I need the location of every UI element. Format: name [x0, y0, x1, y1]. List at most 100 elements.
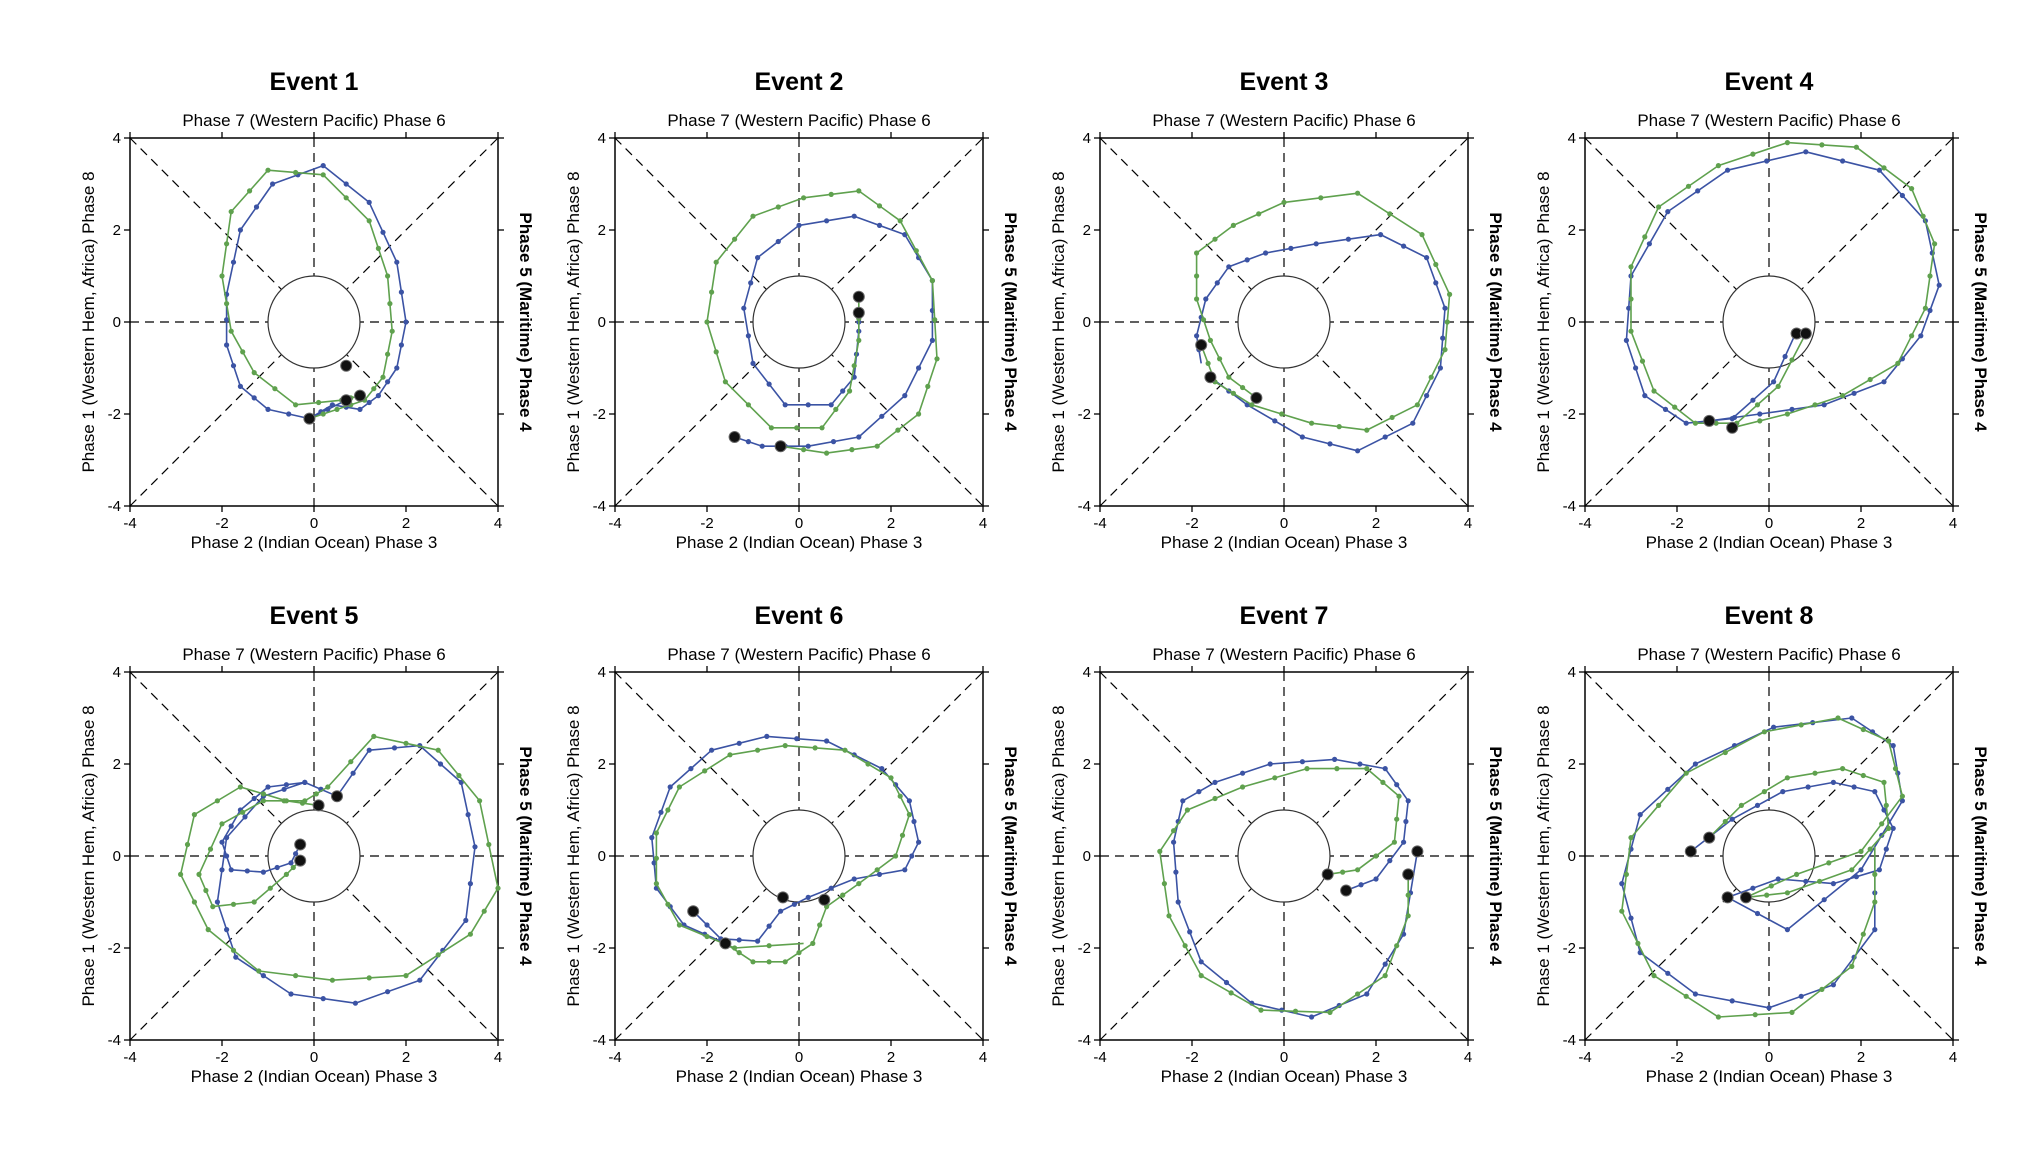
endpoint-marker [1703, 831, 1716, 844]
series-point [1860, 772, 1866, 779]
series-point [732, 945, 738, 951]
panel-title: Event 1 [270, 68, 359, 96]
series-point [1899, 798, 1905, 804]
series-point [389, 328, 395, 334]
x-tick-label: 2 [1372, 1049, 1380, 1066]
series-point [819, 425, 825, 431]
series-point [1695, 188, 1701, 194]
series-point [1355, 190, 1361, 196]
left-axis-label: Phase 1 (Western Hem, Africa) Phase 8 [1534, 705, 1553, 1006]
series-point [1414, 402, 1420, 408]
series-point [290, 864, 296, 871]
series-point [313, 791, 319, 797]
y-tick-label: -2 [1078, 406, 1091, 423]
series-point [1794, 871, 1800, 878]
series-point [1207, 337, 1213, 343]
x-tick-label: 2 [402, 515, 410, 532]
series-point [1722, 818, 1728, 825]
series-point [325, 784, 331, 790]
series-point [766, 959, 772, 965]
series-point [755, 747, 761, 753]
series-point [755, 938, 761, 944]
series-point [1872, 927, 1878, 933]
series-point [1442, 305, 1448, 311]
series-point [1173, 869, 1179, 875]
series-point [1166, 913, 1172, 919]
top-axis-label: Phase 7 (Western Pacific) Phase 6 [182, 645, 445, 664]
y-tick-label: 0 [113, 848, 121, 865]
series-point [371, 386, 377, 392]
series-point [676, 784, 683, 790]
top-axis-label: Phase 7 (Western Pacific) Phase 6 [667, 111, 930, 130]
series-point [394, 365, 400, 371]
series-point [688, 766, 694, 772]
series-point [486, 841, 492, 848]
x-tick-label: 2 [887, 1049, 895, 1066]
series-point [207, 846, 214, 852]
series-point [1784, 411, 1790, 417]
series-point [224, 241, 230, 247]
series-point [343, 195, 349, 201]
series-point [1256, 211, 1262, 217]
series-point [417, 977, 423, 983]
series-point [1373, 853, 1379, 859]
series-point [1895, 360, 1901, 366]
series-point [251, 795, 257, 802]
x-tick-label: 0 [795, 515, 803, 532]
series-point [1357, 761, 1363, 767]
series-point [366, 199, 372, 205]
series-point [1754, 910, 1761, 917]
series-point [1171, 828, 1177, 834]
series-point [1798, 993, 1804, 999]
top-axis-label: Phase 7 (Western Pacific) Phase 6 [1152, 645, 1415, 664]
series-point [828, 885, 834, 891]
endpoint-marker [852, 306, 865, 319]
series-point [1754, 802, 1761, 809]
series-point [766, 923, 772, 929]
phase-panel-7: -4 -2 0 2 4 -4 -2 0 2 4 Event 7 Phase 7 (Western Pa… [1049, 602, 1505, 1086]
y-tick-label: 0 [598, 314, 606, 331]
series-point [709, 747, 715, 753]
endpoint-marker [354, 389, 366, 402]
y-tick-label: 0 [1083, 848, 1091, 865]
series-point [380, 374, 386, 380]
series-point [1683, 420, 1689, 426]
series-point [1784, 140, 1790, 146]
series-point [1212, 779, 1218, 786]
series-point [1637, 812, 1643, 818]
series-point [1217, 356, 1223, 362]
series-point [782, 402, 788, 408]
series-point [895, 427, 901, 433]
x-tick-label: 2 [1857, 1049, 1865, 1066]
series-point [704, 319, 710, 325]
series-point [1240, 770, 1246, 776]
series-point [465, 812, 471, 818]
series-point [1394, 816, 1400, 822]
bottom-axis-label: Phase 2 (Indian Ocean) Phase 3 [1646, 1067, 1893, 1086]
series-point [840, 388, 846, 394]
series-point [1410, 420, 1416, 426]
series-point [1750, 151, 1756, 157]
panel-title: Event 6 [755, 602, 844, 630]
x-tick-label: 0 [310, 515, 318, 532]
series-point [1639, 358, 1646, 364]
series-point [778, 908, 784, 914]
series-point [709, 289, 715, 295]
series-point [1340, 869, 1346, 875]
phase-panel-3: -4 -2 0 2 4 -4 -2 0 2 4 Event 3 Phase 7 (Western Pa… [1049, 68, 1505, 552]
series-point [766, 381, 772, 387]
series-point [283, 871, 289, 878]
series-point [1424, 393, 1430, 399]
x-tick-label: 4 [979, 515, 987, 532]
series-point [233, 954, 239, 960]
series-point [745, 439, 752, 445]
y-tick-label: -4 [1563, 1032, 1576, 1049]
series-point [265, 784, 271, 790]
series-point [456, 772, 462, 779]
series-point [736, 937, 742, 943]
series-point [704, 933, 710, 940]
series-point [228, 823, 234, 829]
series-point [302, 779, 308, 786]
series-point [219, 867, 225, 873]
series-point [805, 443, 811, 449]
